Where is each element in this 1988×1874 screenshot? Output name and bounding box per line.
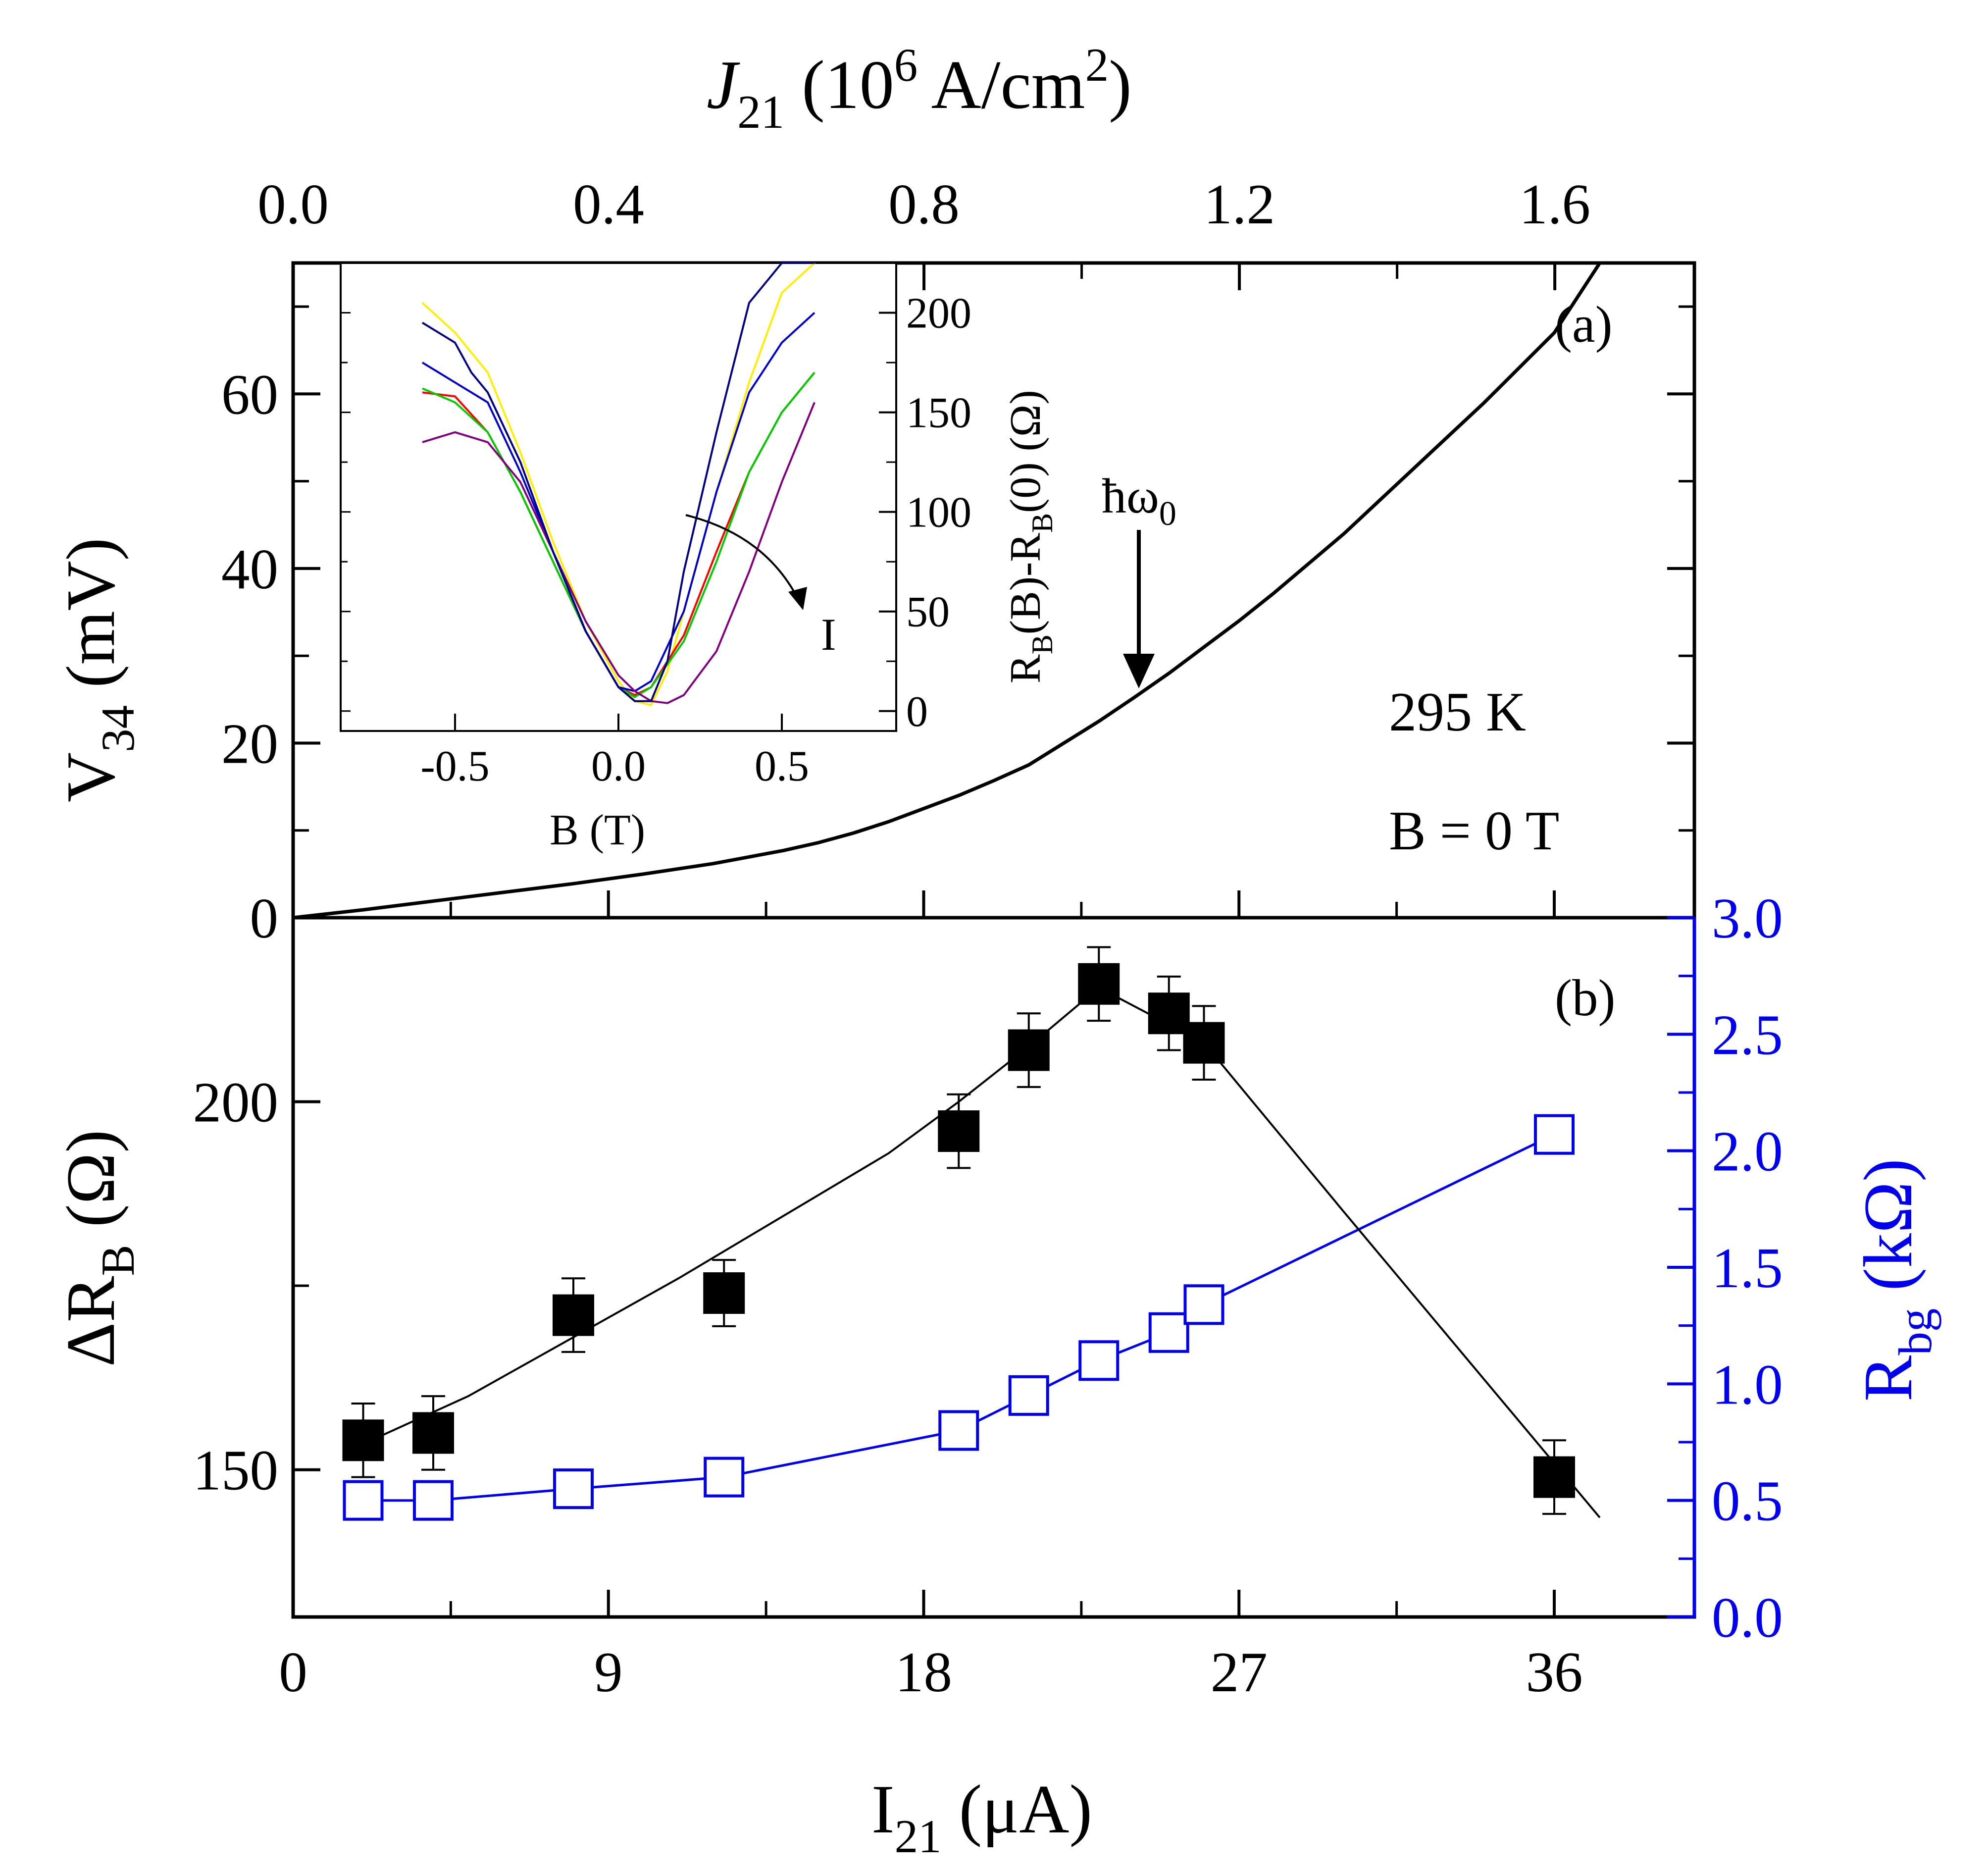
panel-b-y2label: Rbg (kΩ): [1850, 1158, 1941, 1402]
panel-a: 0.0 0.4 0.8 1.2 1.6 0 20 40 60 (a) 295 K B = 0 …: [52, 39, 1696, 950]
inset-arrow-label: I: [821, 609, 836, 660]
panel-a-ytick-label: 40: [221, 538, 278, 601]
rbg-point: [413, 1480, 454, 1521]
delta-r-point: [938, 1110, 980, 1152]
top-axis-tick-label: 1.2: [1204, 173, 1275, 236]
inset-ytick-label: 150: [906, 389, 971, 437]
rbg-point: [938, 1410, 979, 1451]
inset-ytick-label: 100: [906, 489, 971, 537]
delta-r-point: [1008, 1029, 1050, 1071]
panel-b-y2tick-label: 2.5: [1712, 1003, 1783, 1066]
delta-r-point: [1183, 1022, 1225, 1064]
panel-b-y2tick-label: 0.5: [1712, 1470, 1783, 1533]
delta-r-point: [553, 1294, 594, 1336]
inset-xtick-label: -0.5: [420, 742, 489, 790]
panel-a-label: (a): [1555, 295, 1613, 353]
panel-b-ylabel: ΔRB (Ω): [52, 1130, 144, 1367]
top-axis-tick-label: 0.8: [888, 173, 960, 236]
panel-b-y2tick-label: 0.0: [1712, 1586, 1783, 1649]
rbg-point: [1078, 1340, 1120, 1381]
inset-xlabel: B (T): [550, 806, 645, 854]
inset-current-arrow: [685, 514, 799, 600]
delta-r-point: [1148, 992, 1190, 1035]
rbg-point: [1008, 1375, 1049, 1416]
delta-r-point: [1078, 963, 1120, 1005]
inset-ytick-label: 200: [906, 290, 971, 338]
inset-panel: -0.5 0.0 0.5 0 50 100 150 200 B (T) RB(B)-RB(0)…: [340, 262, 1059, 854]
panel-a-ytick-label: 0: [250, 887, 279, 950]
inset-ytick-label: 0: [906, 688, 928, 736]
inset-curve-3: [422, 371, 816, 698]
inset-curve-5: [422, 402, 816, 704]
top-axis-tick-label: 1.6: [1519, 173, 1590, 236]
rbg-point: [553, 1468, 594, 1510]
panel-b-y2tick-label: 1.5: [1712, 1237, 1783, 1300]
xtick-label: 0: [279, 1641, 307, 1704]
panel-b-ytick-label: 150: [193, 1439, 279, 1502]
panel-b-label: (b): [1555, 969, 1615, 1027]
panel-b-y2tick-label: 1.0: [1712, 1353, 1783, 1416]
xtick-label: 27: [1211, 1641, 1268, 1704]
panel-a-ylabel: V34 (mV): [52, 538, 144, 802]
inset-frame: [340, 262, 897, 732]
top-axis-tick-label: 0.0: [257, 173, 329, 236]
inset-arrowhead: [788, 587, 807, 610]
top-axis-tick-label: 0.4: [573, 173, 644, 236]
inset-ytick-label: 50: [906, 588, 950, 636]
inset-curve-6: [421, 262, 815, 702]
panel-a-ytick-label: 60: [221, 363, 278, 426]
delta-r-point: [412, 1412, 454, 1454]
delta-r-point: [342, 1419, 384, 1461]
delta-r-point: [703, 1272, 745, 1314]
temperature-annotation: 295 K: [1389, 681, 1526, 743]
top-axis-label: J21 (106 A/cm2): [707, 39, 1132, 138]
delta-r-fit-line: [362, 986, 1601, 1518]
rbg-point: [1148, 1312, 1189, 1353]
panel-b-y2tick-label: 2.0: [1712, 1120, 1783, 1183]
inset-curve-4: [421, 312, 816, 692]
phonon-arrow: [1123, 530, 1155, 688]
rbg-point: [1534, 1114, 1575, 1155]
panel-a-ytick-label: 20: [221, 712, 278, 775]
field-annotation: B = 0 T: [1389, 800, 1559, 862]
panel-b-frame: [291, 916, 1696, 1619]
inset-ylabel: RB(B)-RB(0) (Ω): [1002, 390, 1059, 683]
xtick-label: 9: [594, 1641, 623, 1704]
xtick-label: 18: [895, 1641, 952, 1704]
panel-b: 0 9 18 27 36 150 200 0.0 0.5 1.0 1.5 2.0 2.5 3.0 (b…: [52, 887, 1941, 1863]
rbg-point: [1183, 1284, 1224, 1325]
panel-b-ytick-label: 200: [193, 1071, 279, 1134]
inset-xtick-label: 0.0: [591, 742, 646, 790]
xtick-label: 36: [1526, 1641, 1583, 1704]
rbg-point: [343, 1480, 384, 1521]
rbg-point: [704, 1457, 745, 1498]
phonon-energy-label: ħω0: [1102, 468, 1176, 533]
iv-curve: [293, 262, 1601, 920]
x-axis-label: I21 (μA): [871, 1771, 1092, 1863]
panel-b-y2tick-label: 3.0: [1712, 887, 1783, 950]
delta-r-point: [1533, 1456, 1575, 1498]
inset-xtick-label: 0.5: [755, 742, 809, 790]
